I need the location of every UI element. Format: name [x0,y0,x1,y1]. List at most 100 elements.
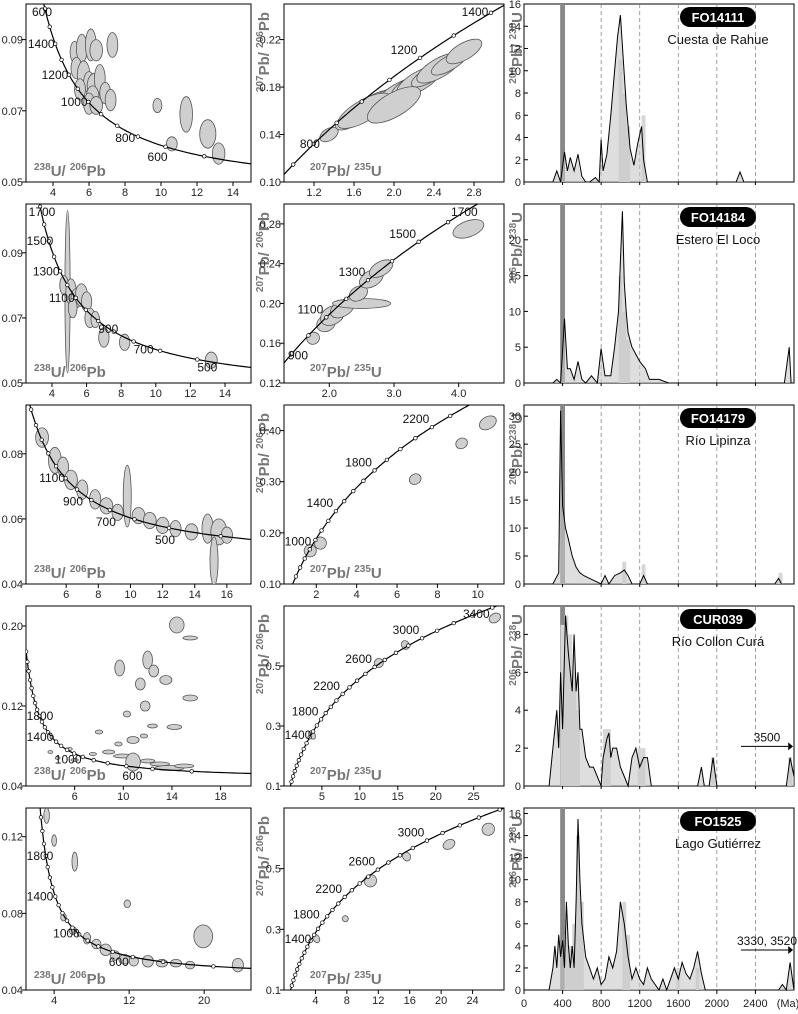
concordia-age-marker [393,650,399,655]
concordia-age-marker [72,751,77,756]
data-ellipse [159,675,173,685]
y-tick-label: 0.10 [260,579,281,591]
y-tick-label: 0.08 [2,449,23,461]
concordia-age-marker [351,488,356,494]
x-tick-label: 2 [313,589,319,601]
x-tick-label: 14 [166,791,178,803]
arrow-label: 3500 [754,730,781,744]
concordia-age-label: 1300 [339,265,366,279]
x-tick-label: 12 [184,388,196,400]
concordia-age-label: 800 [300,137,320,151]
sample-location: Lago Gutiérrez [675,836,761,851]
y-tick-label: 0.30 [260,477,281,489]
x-tick-label: 10 [117,791,129,803]
concordia-age-marker [397,853,403,858]
concordia-age-marker [70,925,75,930]
y-tick-label: 5 [515,342,521,354]
y-tick-label: 2 [515,743,521,755]
x-tick-label: 6 [394,589,400,601]
y-tick-label: 6 [515,110,521,122]
concordia-age-marker [166,525,172,531]
concordia-age-marker [50,885,55,890]
plot-area [292,405,497,584]
x-tick-label: 4 [50,187,56,199]
concordia-age-label: 1500 [27,234,54,248]
concordia-age-marker [163,144,168,149]
plot-frame [523,203,795,384]
sample-badge [680,408,756,428]
concordia-age-marker [28,407,34,412]
concordia-age-marker [304,741,309,746]
x-tick-label: 18 [214,791,226,803]
y-tick-label: 0.20 [260,528,281,540]
highlight-band [560,4,565,182]
x-tick-label: 1.2 [306,187,321,199]
concordia-age-marker [323,711,328,716]
svg-text:238U/ 206Pb: 238U/ 206Pb [34,162,106,180]
concordia-age-label: 1000 [55,753,82,767]
concordia-age-label: 1800 [292,704,319,718]
y-tick-label: 0.40 [260,426,281,438]
concordia-age-marker [469,613,475,618]
concordia-age-marker [297,565,303,570]
data-ellipse [126,736,140,744]
y-tick-label: 0.22 [260,35,281,47]
concordia-age-marker [218,534,223,539]
concordia-age-label: 2600 [345,652,372,666]
age-probability-panel: 0 2 4 6 8 10 12 14 16 FO14111 Cuesta de Rahue [509,0,795,189]
concordia-age-marker [96,944,101,949]
concordia-age-label: 600 [32,5,52,19]
x-tick-label: 10 [354,791,366,803]
sample-location: Río Lipinza [685,433,751,448]
concordia-age-label: 1700 [451,205,478,219]
concordia-age-marker [202,154,207,159]
tw-y-axis-label: 207Pb/ 206Pb [255,614,273,694]
concordia-age-marker [347,685,352,690]
probability-curve [548,818,795,992]
plot-area [28,405,251,584]
y-tick-label: 30 [509,411,521,423]
concordia-age-marker [45,864,50,870]
age-probability-panel: 0 2 4 6 8 10 12 14 16 FO1525 Lago Gutiérrez 3330, 3… [509,807,798,1010]
concordia-age-marker [333,508,339,514]
concordia-age-marker [308,938,313,944]
concordia-age-marker [77,932,82,937]
concordia-age-marker [26,659,30,664]
data-ellipse [122,464,132,528]
x-tick-label: 14 [219,388,231,400]
concordia-age-marker [73,295,78,300]
concordia-age-label: 1000 [61,95,88,109]
concordia-age-marker [313,537,318,543]
concordia-age-marker [440,830,445,836]
data-ellipse [114,741,123,747]
concordia-age-marker [293,574,299,579]
y-tick-label: 0.20 [2,621,23,633]
x-tick-label: 24 [466,995,478,1007]
concordia-age-marker [89,497,94,503]
concordia-age-marker [85,938,90,943]
concordia-age-marker [80,754,85,760]
plot-area [289,808,504,990]
x-tick-label: 10 [124,589,136,601]
data-ellipse [89,96,103,115]
data-ellipse [89,39,103,62]
y-tick-label: 12 [509,44,521,56]
concordia-age-label: 2600 [348,855,375,869]
y-tick-label: 14 [509,21,521,33]
concordia-age-marker [91,758,96,763]
concordia-age-label: 2200 [315,882,342,896]
concordia-age-marker [37,713,42,719]
concordia-age-marker [105,761,110,766]
concordia-age-marker [53,41,58,46]
concordia-age-marker [497,808,502,812]
y-tick-label: 10 [509,523,521,535]
svg-text:206Pb/ 238U: 206Pb/ 238U [508,12,526,84]
concordia-age-marker [328,704,333,710]
x-tick-label: 12 [372,995,384,1007]
data-ellipse [455,437,468,450]
concordia-age-marker [342,499,347,504]
concordia-age-marker [296,758,301,763]
concordia-age-label: 3400 [463,607,490,621]
x-tick-label: 2.8 [466,187,481,199]
